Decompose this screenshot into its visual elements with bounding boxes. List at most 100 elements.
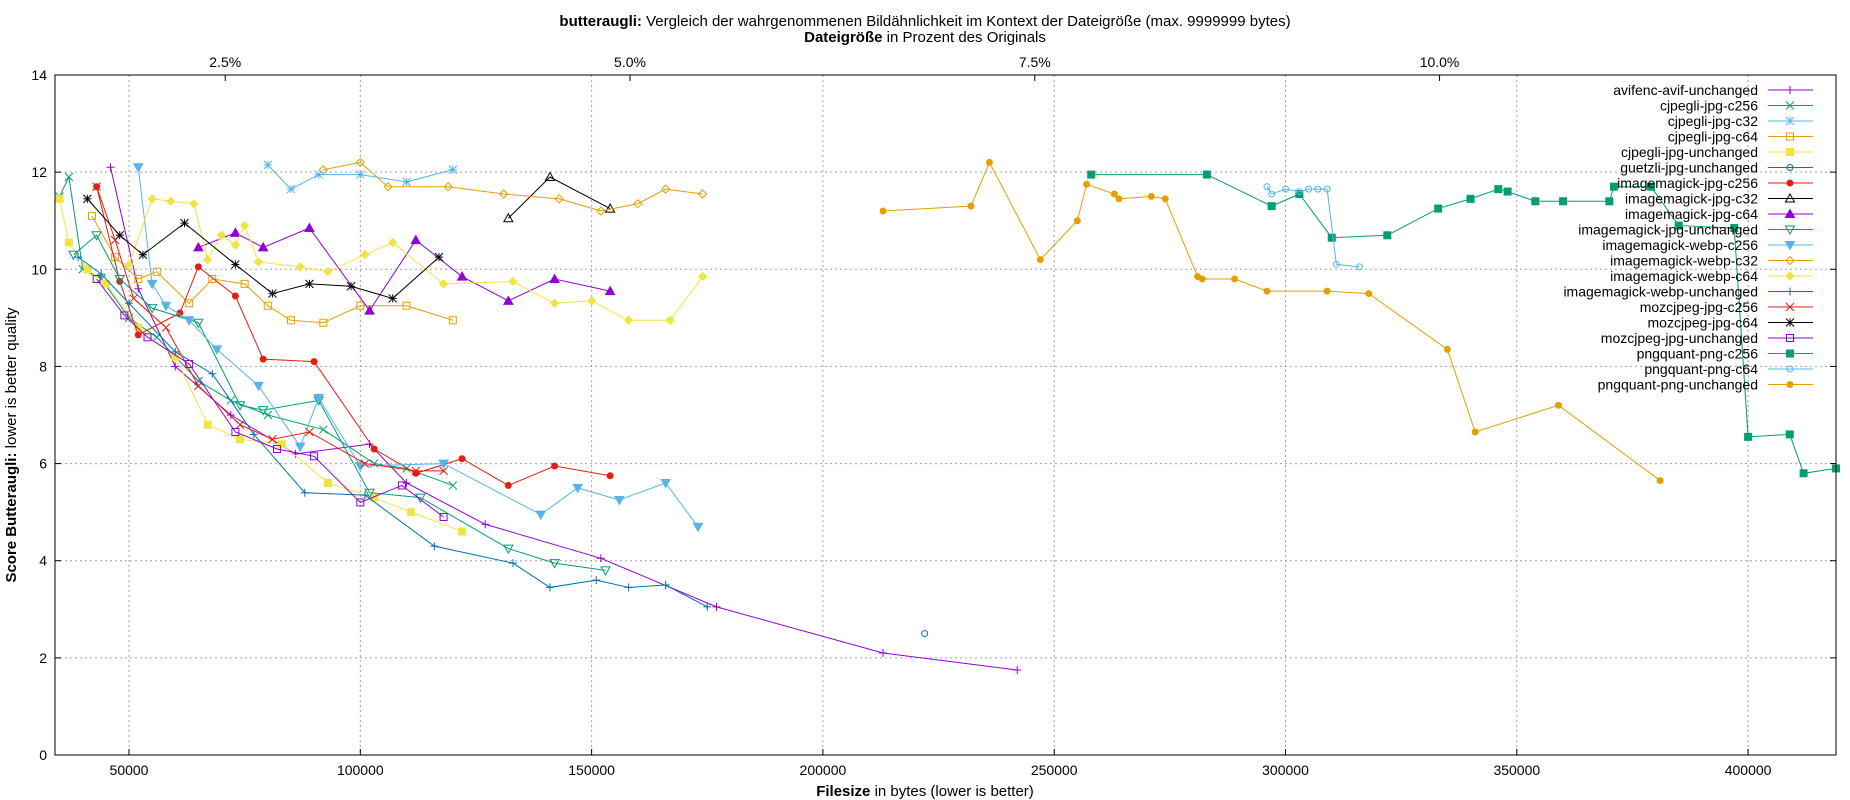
data-point — [160, 301, 172, 312]
data-point — [438, 279, 449, 289]
data-point — [364, 488, 375, 499]
data-point — [410, 234, 422, 245]
data-point — [304, 222, 315, 232]
data-point — [64, 238, 73, 247]
data-point — [120, 311, 129, 320]
data-point — [257, 406, 269, 416]
data-point — [383, 182, 393, 192]
data-point — [458, 527, 467, 536]
data-point — [318, 165, 329, 175]
data-point — [502, 544, 514, 555]
series-imagemagick-jpg-c32 — [502, 171, 616, 223]
legend-label: imagemagick-jpg-c64 — [1625, 206, 1758, 222]
data-point — [1609, 182, 1618, 191]
data-point — [83, 265, 92, 274]
legend-marker — [1786, 148, 1794, 156]
legend-entry: pngquant-png-unchanged — [1598, 377, 1813, 393]
data-point — [1073, 217, 1081, 225]
legend-label: mozcjpeg-jpg-c64 — [1648, 315, 1759, 331]
data-point — [91, 231, 102, 241]
legend-marker — [1786, 179, 1794, 187]
data-point — [1503, 187, 1512, 196]
data-point — [633, 199, 643, 209]
data-point — [879, 207, 887, 215]
data-point — [1305, 185, 1313, 193]
legend-entry: cjpegli-jpg-c32 — [1668, 113, 1813, 129]
legend-label: cjpegli-jpg-c32 — [1668, 113, 1758, 129]
legend-marker — [1785, 318, 1795, 327]
top-axis-label: Dateigröße in Prozent des Originals — [804, 29, 1046, 46]
data-point — [402, 301, 411, 310]
y-tick-label: 12 — [31, 164, 47, 180]
data-point — [1295, 190, 1304, 198]
data-point — [318, 425, 328, 434]
data-point — [55, 194, 64, 203]
data-point — [545, 583, 554, 592]
data-point — [253, 381, 264, 392]
data-point — [606, 472, 614, 480]
data-point — [439, 466, 448, 476]
data-point — [551, 462, 559, 470]
data-point — [1087, 170, 1096, 179]
data-point — [74, 253, 83, 262]
legend-marker — [1784, 192, 1796, 203]
data-point — [1267, 202, 1276, 211]
data-point — [697, 271, 708, 282]
data-point — [147, 194, 157, 204]
series-imagemagick-webp-c64 — [124, 194, 708, 325]
data-point — [310, 358, 318, 366]
data-point — [448, 481, 458, 490]
legend-entry: cjpegli-jpg-c256 — [1660, 98, 1813, 114]
data-point — [231, 292, 239, 300]
chart-title-bold: butteraugli: — [559, 13, 642, 30]
data-point — [703, 602, 712, 611]
data-point — [1083, 180, 1091, 188]
data-point — [360, 491, 369, 500]
data-point — [1110, 190, 1118, 198]
data-point — [1198, 275, 1206, 283]
data-point — [134, 323, 143, 332]
data-point — [310, 452, 319, 461]
data-point — [1231, 275, 1239, 283]
axis-ticks: 50000 100000 150000 200000 250000 300000 35000… — [31, 54, 1836, 778]
data-point — [967, 202, 975, 210]
x-tick-label: 100000 — [337, 762, 384, 778]
x-tick-label: 350000 — [1493, 762, 1540, 778]
legend-entry: imagemagick-webp-unchanged — [1563, 284, 1813, 300]
series-line — [87, 198, 440, 299]
data-point — [1327, 233, 1336, 242]
data-point — [596, 554, 605, 563]
data-point — [369, 459, 379, 468]
legend-label: imagemagick-jpg-c32 — [1625, 191, 1758, 207]
data-point — [448, 165, 458, 175]
data-point — [134, 275, 143, 283]
x-tick-label: 50000 — [110, 762, 149, 778]
y-axis-label: Score Butteraugli: lower is better quali… — [3, 307, 20, 583]
data-point — [438, 459, 449, 470]
legend-label: pngquant-png-unchanged — [1598, 377, 1758, 393]
data-point — [1605, 197, 1614, 206]
legend-entry: imagemagick-webp-c32 — [1610, 253, 1813, 269]
data-point — [263, 301, 272, 310]
x2-tick-label: 2.5% — [209, 54, 241, 70]
series-imagemagick-jpg-unchanged — [68, 231, 611, 576]
data-point — [1554, 401, 1562, 409]
data-point — [1646, 182, 1655, 191]
data-point — [125, 299, 134, 308]
data-point — [305, 427, 314, 437]
x-axis-label-rest: in bytes (lower is better) — [870, 783, 1033, 800]
data-point — [411, 466, 421, 476]
plot-frame — [54, 74, 1837, 756]
data-point — [356, 498, 365, 507]
data-point — [1161, 195, 1169, 203]
data-point — [1656, 477, 1664, 485]
data-point — [712, 602, 721, 611]
legend-label: avifenc-avif-unchanged — [1613, 82, 1758, 98]
data-point — [92, 275, 101, 283]
legend: avifenc-avif-unchangedcjpegli-jpg-c256cj… — [1563, 82, 1813, 393]
x-tick-label: 300000 — [1262, 762, 1309, 778]
data-point — [314, 170, 324, 179]
legend-label: cjpegli-jpg-unchanged — [1621, 144, 1758, 160]
series-line — [96, 186, 611, 486]
data-point — [240, 279, 249, 288]
